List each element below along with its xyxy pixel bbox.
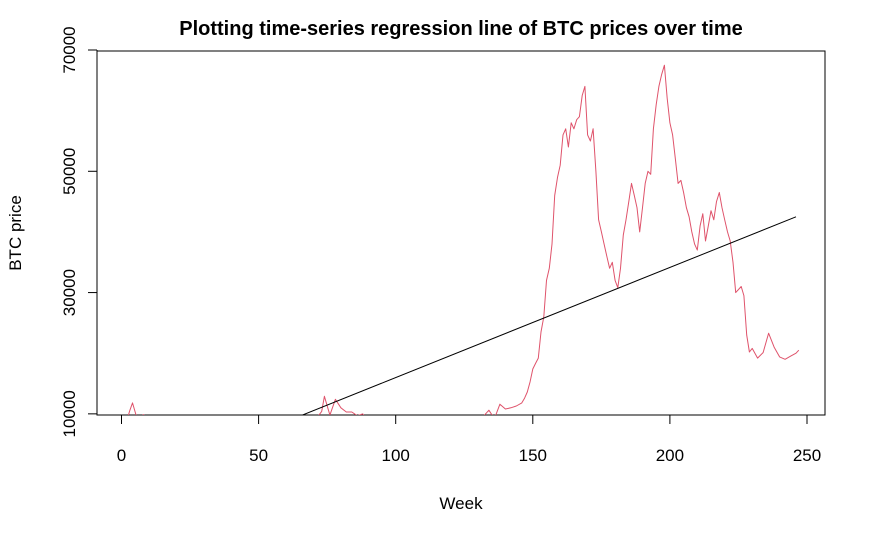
series-layer [127, 64, 800, 415]
x-tick-label: 0 [117, 446, 126, 465]
y-tick-label: 10000 [60, 390, 79, 437]
regression-line [301, 216, 797, 415]
x-tick-label: 250 [793, 446, 821, 465]
y-tick-label: 70000 [60, 26, 79, 73]
x-axis: 0 50 100 150 200 250 [117, 414, 821, 465]
y-axis: 10000 30000 50000 70000 [60, 26, 98, 437]
chart-title: Plotting time-series regression line of … [179, 18, 743, 40]
y-tick-label: 50000 [60, 148, 79, 195]
x-tick-label: 50 [249, 446, 268, 465]
x-tick-label: 200 [656, 446, 684, 465]
y-axis-title: BTC price [6, 195, 25, 271]
x-axis-title: Week [439, 494, 483, 513]
plot-frame [96, 50, 826, 416]
y-tick-label: 30000 [60, 269, 79, 316]
x-tick-label: 150 [519, 446, 547, 465]
btc-price-line [127, 64, 800, 415]
x-tick-label: 100 [382, 446, 410, 465]
